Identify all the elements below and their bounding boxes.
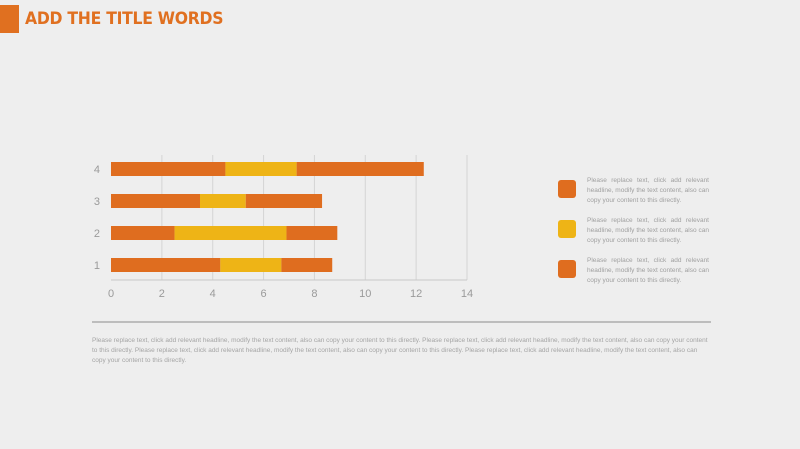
legend-swatch-1 [558, 180, 576, 198]
legend-text-1: Please replace text, click add relevant … [587, 177, 709, 204]
x-tick-label-12: 12 [410, 288, 422, 300]
x-tick-label-14: 14 [461, 288, 473, 300]
bar-cat2-seg1 [111, 226, 175, 240]
title-accent-block [0, 5, 19, 33]
y-tick-label-3: 3 [94, 196, 100, 208]
section-divider [92, 321, 711, 323]
x-axis-ticks: 0 2 4 6 8 10 12 14 [108, 288, 473, 300]
bar-cat2-seg2 [174, 226, 287, 240]
x-tick-label-2: 2 [159, 288, 165, 300]
x-tick-label-4: 4 [210, 288, 216, 300]
chart-legend: Please replace text, click add relevant … [558, 176, 718, 296]
y-tick-label-4: 4 [94, 164, 100, 176]
bar-cat3-seg2 [200, 194, 246, 208]
legend-text-2: Please replace text, click add relevant … [587, 217, 709, 244]
bar-cat3-seg3 [245, 194, 323, 208]
x-tick-label-0: 0 [108, 288, 114, 300]
x-tick-label-6: 6 [261, 288, 267, 300]
bar-cat4-seg1 [111, 162, 226, 176]
y-tick-label-2: 2 [94, 228, 100, 240]
x-tick-label-8: 8 [311, 288, 317, 300]
chart-bars [111, 162, 424, 272]
page-title: ADD THE TITLE WORDS [25, 9, 224, 29]
y-tick-label-1: 1 [94, 260, 100, 272]
bar-cat4-seg3 [296, 162, 424, 176]
bar-cat4-seg2 [225, 162, 297, 176]
legend-item-3: Please replace text, click add relevant … [558, 256, 718, 287]
legend-swatch-2 [558, 220, 576, 238]
legend-text-3: Please replace text, click add relevant … [587, 257, 709, 284]
bar-cat1-seg2 [220, 258, 282, 272]
body-paragraph: Please replace text, click add relevant … [92, 337, 708, 364]
bar-cat2-seg3 [286, 226, 338, 240]
y-axis-ticks: 1 2 3 4 [94, 164, 100, 272]
legend-item-2: Please replace text, click add relevant … [558, 216, 718, 247]
x-tick-label-10: 10 [359, 288, 371, 300]
bar-cat1-seg1 [111, 258, 221, 272]
bar-cat1-seg3 [281, 258, 333, 272]
legend-item-1: Please replace text, click add relevant … [558, 176, 718, 207]
bar-cat3-seg1 [111, 194, 200, 208]
legend-swatch-3 [558, 260, 576, 278]
